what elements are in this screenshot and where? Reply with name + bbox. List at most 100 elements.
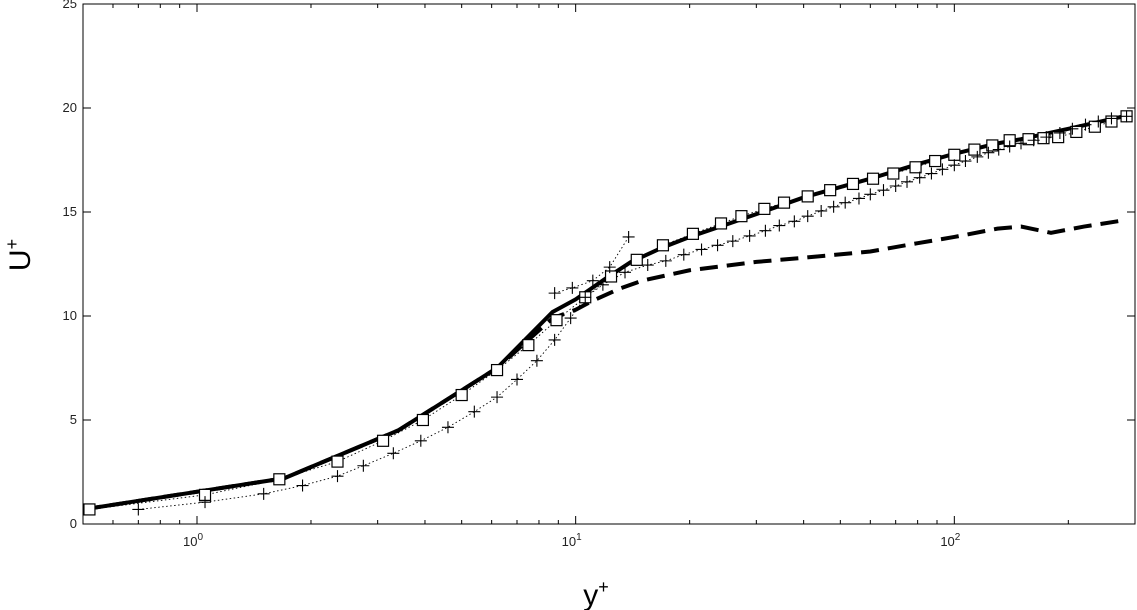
plot-area [82, 3, 1136, 525]
plus-marker [579, 291, 592, 304]
plus-marker [548, 287, 561, 300]
plus-marker [491, 391, 504, 404]
y-axis-title: U+ [2, 239, 37, 271]
plus-marker [1040, 131, 1053, 144]
plus-marker [852, 192, 865, 205]
markers-layer [83, 110, 1133, 516]
plus-marker [1027, 134, 1040, 147]
plus-marker [296, 479, 309, 492]
x-tick-label: 102 [940, 532, 960, 549]
plus-marker [839, 196, 852, 209]
plus-marker [1079, 118, 1092, 131]
y-tick-label: 5 [70, 412, 77, 427]
plus-marker [759, 224, 772, 237]
plus-marker [726, 235, 739, 248]
square-marker [490, 363, 504, 377]
square-marker [1070, 125, 1083, 139]
square-marker [656, 239, 670, 252]
square-marker [929, 154, 942, 168]
plus-marker [414, 434, 427, 447]
square-marker [866, 172, 880, 185]
plus-marker [1015, 137, 1028, 150]
plus-marker [564, 312, 577, 325]
plus-marker [619, 266, 632, 279]
plus-marker [257, 487, 270, 500]
square-marker [948, 148, 961, 161]
plus-marker [331, 470, 344, 483]
plus-marker [566, 281, 579, 294]
square-marker [909, 161, 922, 174]
plus-marker [441, 421, 454, 434]
plus-marker [1066, 122, 1079, 135]
square-marker [801, 190, 814, 203]
plus-marker [1092, 115, 1105, 128]
plus-marker [622, 230, 635, 243]
plus-marker [901, 175, 914, 188]
square-marker [735, 210, 748, 223]
square-marker [1052, 131, 1065, 144]
x-axis-title: y+ [583, 577, 609, 610]
plus-marker [468, 405, 481, 418]
plus-marker [596, 278, 609, 291]
plus-marker [511, 373, 524, 386]
axis-ticks [82, 3, 1136, 525]
plus-marker [743, 229, 756, 242]
x-tick-label: 101 [562, 532, 582, 549]
square-marker [1037, 132, 1050, 145]
plus-marker [1053, 126, 1066, 139]
square-marker [376, 434, 390, 447]
plus-marker [959, 155, 972, 168]
y-tick-label: 0 [70, 516, 77, 531]
plus-marker [548, 333, 561, 346]
plus-marker [801, 210, 814, 223]
square-marker [714, 217, 728, 230]
plus-marker [641, 259, 654, 272]
square-marker [550, 314, 563, 327]
square-marker [846, 177, 860, 191]
square-marker [824, 184, 837, 197]
plus-marker [936, 163, 949, 176]
plus-marker [889, 180, 902, 192]
plus-marker [199, 496, 212, 509]
square-marker [83, 503, 96, 516]
plus-marker [788, 215, 801, 228]
square-marker [455, 388, 468, 402]
x-tick-label: 100 [183, 532, 203, 549]
square-marker [887, 167, 900, 180]
plus-marker [530, 354, 543, 367]
plus-marker [925, 167, 938, 180]
plus-marker [695, 243, 708, 256]
plus-marker [773, 219, 786, 232]
plus-marker [357, 459, 370, 472]
square-marker [416, 413, 430, 427]
square-marker [777, 196, 791, 209]
plus-marker [677, 248, 690, 261]
square-marker [686, 227, 700, 240]
plus-marker [1120, 110, 1133, 123]
plus-marker [864, 188, 877, 201]
plus-marker [132, 503, 145, 516]
plus-marker [1003, 140, 1016, 153]
square-marker [604, 270, 618, 283]
square-marker [630, 253, 643, 266]
plus-marker [586, 274, 599, 287]
square-marker [331, 455, 344, 468]
plus-marker [711, 239, 724, 252]
plus-marker [992, 143, 1005, 156]
square-marker [758, 202, 771, 215]
y-tick-label: 15 [63, 204, 77, 219]
plus-marker [948, 159, 961, 172]
square-marker [522, 339, 535, 352]
square-marker [968, 143, 981, 156]
plus-marker [827, 200, 840, 213]
plus-marker [815, 204, 828, 217]
plus-marker [603, 261, 616, 274]
plus-marker [971, 150, 984, 163]
plus-marker [659, 254, 672, 267]
y-tick-label: 20 [63, 100, 77, 115]
plus-marker [877, 184, 890, 197]
plus-marker [1105, 112, 1118, 125]
y-tick-label: 25 [63, 0, 77, 11]
plus-marker [982, 146, 995, 159]
tick-labels: 0 5 10 15 20 25 100 101 102 [63, 0, 961, 549]
